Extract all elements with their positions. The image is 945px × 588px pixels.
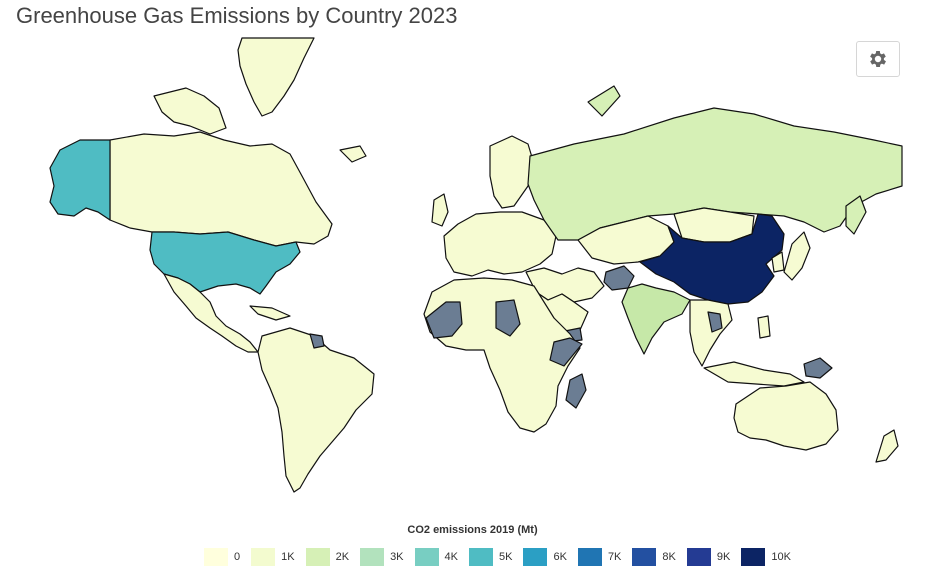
legend-swatch	[204, 548, 228, 566]
country-new-zealand[interactable]	[875, 429, 899, 463]
legend-label: 1K	[281, 551, 295, 563]
country-iceland[interactable]	[339, 145, 367, 163]
country-venezuela[interactable]	[309, 333, 325, 349]
country-africa[interactable]	[423, 277, 581, 433]
country-russia[interactable]	[527, 107, 903, 241]
legend-label: 9K	[716, 551, 731, 563]
world-map	[14, 36, 906, 506]
country-russia-island[interactable]	[587, 85, 621, 117]
legend-item: 9K	[686, 548, 731, 566]
legend-label: 0	[234, 551, 241, 563]
legend-label: 6K	[553, 551, 567, 563]
legend-swatch	[577, 548, 602, 566]
legend-item: 4K	[414, 548, 458, 566]
legend-item: 6K	[523, 548, 567, 566]
legend-swatch	[414, 548, 439, 566]
country-papua-new-guinea[interactable]	[803, 357, 833, 379]
country-madagascar[interactable]	[565, 373, 587, 409]
legend-label: 10K	[771, 551, 791, 563]
legend-item: 5K	[469, 548, 512, 566]
country-uk[interactable]	[431, 193, 449, 227]
country-usa-alaska[interactable]	[49, 139, 111, 221]
legend-label: 2K	[335, 551, 350, 563]
legend-item: 8K	[632, 548, 676, 566]
legend-label: 7K	[607, 551, 622, 563]
country-mali[interactable]	[425, 301, 463, 339]
country-afghanistan[interactable]	[603, 265, 635, 291]
legend-label: 5K	[499, 551, 513, 563]
settings-button[interactable]	[856, 41, 900, 77]
country-greenland[interactable]	[237, 37, 315, 117]
legend-swatch	[686, 548, 711, 566]
country-cuba[interactable]	[249, 305, 291, 321]
legend-label: 8K	[662, 551, 676, 563]
country-india[interactable]	[621, 283, 691, 355]
country-south-america[interactable]	[257, 327, 375, 493]
country-australia[interactable]	[733, 381, 839, 451]
country-laos[interactable]	[707, 311, 723, 333]
country-canada[interactable]	[109, 131, 333, 247]
country-china[interactable]	[639, 213, 785, 305]
country-japan[interactable]	[783, 231, 811, 281]
country-europe[interactable]	[443, 211, 557, 277]
legend-swatch	[305, 548, 330, 566]
country-mexico[interactable]	[163, 273, 259, 353]
country-russia-kamchatka[interactable]	[845, 195, 867, 235]
color-legend: 0 1K 2K 3K 4K 5K 6K 7K 8K 9K 10K	[204, 548, 802, 566]
country-scandinavia[interactable]	[489, 135, 535, 209]
legend-title: CO2 emissions 2019 (Mt)	[407, 524, 538, 536]
legend-item: 0	[204, 548, 240, 566]
country-sudan[interactable]	[495, 299, 521, 337]
legend-swatch	[523, 548, 548, 566]
country-southeast-asia[interactable]	[689, 299, 733, 367]
legend-item: 3K	[360, 548, 404, 566]
country-indonesia[interactable]	[703, 361, 805, 387]
legend-swatch	[632, 548, 657, 566]
country-canada-islands[interactable]	[153, 87, 227, 135]
legend-item: 1K	[251, 548, 295, 566]
legend-item: 7K	[577, 548, 622, 566]
country-philippines[interactable]	[757, 315, 771, 339]
legend-label: 3K	[390, 551, 404, 563]
country-somalia[interactable]	[549, 337, 583, 367]
legend-swatch	[469, 548, 493, 566]
gear-icon	[870, 51, 886, 67]
legend-swatch	[360, 548, 385, 566]
legend-label: 4K	[444, 551, 458, 563]
map-title: Greenhouse Gas Emissions by Country 2023	[16, 3, 458, 28]
legend-swatch	[741, 548, 766, 566]
legend-item: 10K	[741, 548, 791, 566]
legend-swatch	[251, 548, 276, 566]
legend-item: 2K	[305, 548, 350, 566]
country-korea[interactable]	[771, 251, 785, 273]
